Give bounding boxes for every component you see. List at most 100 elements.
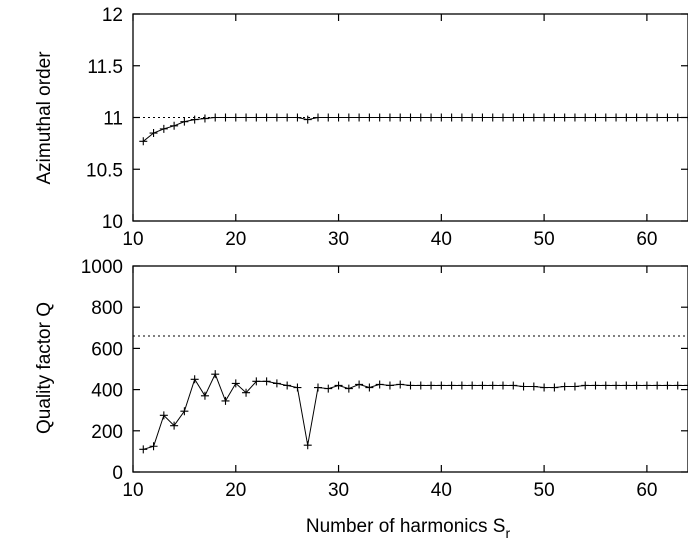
y-tick-label: 200 xyxy=(91,422,123,443)
y-tick-label: 800 xyxy=(91,298,123,319)
data-point-marker xyxy=(642,381,651,390)
data-point-marker xyxy=(149,442,158,451)
data-point-marker xyxy=(365,113,374,122)
data-point-marker xyxy=(529,382,538,391)
data-point-marker xyxy=(612,381,621,390)
data-point-marker xyxy=(334,381,343,390)
data-point-marker xyxy=(211,370,220,379)
x-axis-label: Number of harmonics Sr xyxy=(306,516,511,541)
data-point-marker xyxy=(303,441,312,450)
data-point-marker xyxy=(447,113,456,122)
y-tick-label: 600 xyxy=(91,339,123,360)
x-tick-label: 50 xyxy=(534,229,555,250)
data-point-marker xyxy=(427,113,436,122)
data-point-marker xyxy=(375,113,384,122)
data-point-marker xyxy=(673,381,682,390)
data-point-marker xyxy=(159,124,168,133)
x-tick-label: 60 xyxy=(636,480,657,501)
data-point-marker xyxy=(314,383,322,392)
data-point-marker xyxy=(663,381,672,390)
y-tick-label: 11.5 xyxy=(87,57,123,78)
data-point-marker xyxy=(252,113,261,122)
data-point-marker xyxy=(170,121,179,130)
x-tick-label: 10 xyxy=(122,229,143,250)
x-axis-label-main: Number of harmonics S xyxy=(306,516,506,537)
data-point-marker xyxy=(601,113,610,122)
data-point-marker xyxy=(200,391,209,400)
data-point-marker xyxy=(272,113,281,122)
data-point-marker xyxy=(242,113,251,122)
x-tick-label: 40 xyxy=(431,229,452,250)
data-point-marker xyxy=(632,381,641,390)
data-point-marker xyxy=(416,381,425,390)
data-point-marker xyxy=(242,388,251,397)
data-point-marker xyxy=(437,381,446,390)
data-point-marker xyxy=(540,113,549,122)
data-point-marker xyxy=(653,381,662,390)
data-point-marker xyxy=(396,380,405,389)
data-point-marker xyxy=(468,113,477,122)
plot-frame xyxy=(132,265,688,473)
data-point-marker xyxy=(478,113,487,122)
data-point-marker xyxy=(663,113,672,122)
data-point-marker xyxy=(406,381,415,390)
data-point-marker xyxy=(375,380,384,389)
data-point-marker xyxy=(570,113,579,122)
data-point-marker xyxy=(488,381,497,390)
data-point-marker xyxy=(293,383,302,392)
data-point-marker xyxy=(560,113,569,122)
data-point-marker xyxy=(509,381,518,390)
data-point-marker xyxy=(642,113,651,122)
data-point-marker xyxy=(622,113,631,122)
data-point-marker xyxy=(437,113,446,122)
data-point-marker xyxy=(344,384,353,393)
data-point-marker xyxy=(519,382,528,391)
data-point-marker xyxy=(139,445,148,454)
data-point-marker xyxy=(190,375,199,384)
data-point-marker xyxy=(499,113,507,122)
data-point-marker xyxy=(334,113,343,122)
data-point-marker xyxy=(365,383,374,392)
data-point-marker xyxy=(427,381,436,390)
data-point-marker xyxy=(262,377,271,386)
data-point-marker xyxy=(303,115,312,124)
data-point-marker xyxy=(519,113,528,122)
data-point-marker xyxy=(591,113,600,122)
x-tick-label: 30 xyxy=(328,480,349,501)
data-point-marker xyxy=(396,113,405,122)
y-axis-label-azimuthal-order: Azimuthal order xyxy=(34,51,55,185)
data-point-marker xyxy=(324,113,333,122)
data-point-marker xyxy=(601,381,610,390)
x-tick-label: 10 xyxy=(122,480,143,501)
data-point-marker xyxy=(529,113,538,122)
data-point-marker xyxy=(540,383,549,392)
x-tick-label: 60 xyxy=(636,229,657,250)
azimuthal-order-panel: 10 20 30 40 50 60 10 10.5 11 11.5 12 Azimuthal ord… xyxy=(34,5,688,250)
data-point-marker xyxy=(283,381,292,390)
data-point-marker xyxy=(262,113,271,122)
data-point-marker xyxy=(324,384,333,393)
data-point-marker xyxy=(385,381,394,390)
data-point-marker xyxy=(314,113,322,122)
y-tick-label: 11 xyxy=(103,109,123,130)
data-point-marker xyxy=(447,381,456,390)
data-point-marker xyxy=(622,381,631,390)
data-point-marker xyxy=(581,381,590,390)
data-point-marker xyxy=(180,407,189,416)
data-point-marker xyxy=(653,113,662,122)
data-point-marker xyxy=(416,113,425,122)
data-point-marker xyxy=(468,381,477,390)
data-point-marker xyxy=(344,113,353,122)
data-point-marker xyxy=(406,113,415,122)
x-tick-label: 30 xyxy=(328,229,349,250)
x-axis-label-subscript: r xyxy=(505,525,510,541)
data-point-marker xyxy=(478,381,487,390)
x-tick-label: 20 xyxy=(225,229,246,250)
data-point-marker xyxy=(632,113,641,122)
data-point-marker xyxy=(673,113,682,122)
y-tick-label: 12 xyxy=(102,5,123,26)
y-tick-label: 1000 xyxy=(81,257,123,278)
x-tick-label: 20 xyxy=(225,480,246,501)
